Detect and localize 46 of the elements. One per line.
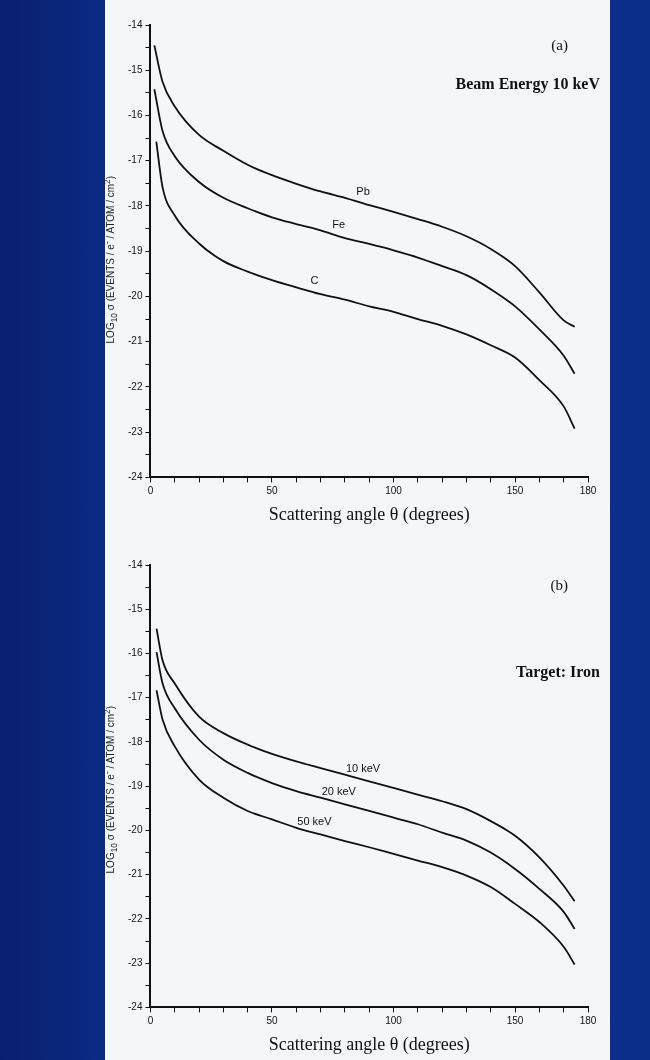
text: Beam Energy 10 keV [455, 75, 601, 94]
y-tick-label: -24 [128, 471, 143, 483]
y-tick-label: -20 [128, 290, 143, 302]
series-label: C [310, 274, 319, 287]
y-tick-label: -23 [128, 956, 143, 968]
annotation: (a) [551, 37, 568, 55]
x-tick-label: 150 [506, 485, 524, 497]
y-tick-label: -15 [128, 602, 143, 614]
series-label: Pb [356, 184, 370, 197]
line-series [155, 140, 576, 430]
y-tick-label: -22 [128, 380, 143, 392]
x-axis-title: Scattering angle θ (degrees) [268, 1033, 470, 1055]
y-tick-label: -18 [128, 199, 143, 211]
series-label: 10 keV [345, 761, 381, 774]
y-tick-label: -17 [128, 154, 143, 166]
text: Target: Iron [516, 663, 601, 682]
y-tick-label: -20 [128, 824, 143, 836]
y-tick-label: -18 [128, 735, 143, 747]
line-series [155, 689, 576, 966]
annotation: (b) [550, 577, 568, 595]
x-axis-title: Scattering angle θ (degrees) [268, 503, 470, 525]
y-tick-label: -22 [128, 912, 143, 924]
x-tick-label: 50 [266, 1015, 278, 1027]
y-tick-label: -14 [128, 558, 143, 570]
x-tick-label: 180 [579, 1015, 597, 1027]
x-tick-label: 0 [147, 1015, 154, 1027]
y-tick-label: -16 [128, 647, 143, 659]
series-label: Fe [332, 217, 346, 230]
x-tick-label: 100 [385, 485, 403, 497]
x-tick-label: 0 [147, 485, 154, 497]
y-tick-label: -15 [128, 63, 143, 75]
y-tick-label: -19 [128, 244, 143, 256]
x-tick-label: 50 [266, 485, 278, 497]
y-tick-label: -21 [128, 868, 143, 880]
y-tick-label: -23 [128, 425, 143, 437]
x-tick-label: 100 [385, 1015, 403, 1027]
x-tick-label: 180 [579, 485, 597, 497]
y-tick-label: -14 [128, 18, 143, 30]
series-label: 20 keV [321, 784, 357, 797]
y-tick-label: -17 [128, 691, 143, 703]
x-tick-label: 150 [506, 1015, 524, 1027]
series-label: 50 keV [297, 814, 333, 827]
y-tick-label: -24 [128, 1001, 143, 1013]
y-tick-label: -16 [128, 109, 143, 121]
y-tick-label: -19 [128, 779, 143, 791]
y-tick-label: -21 [128, 335, 143, 347]
